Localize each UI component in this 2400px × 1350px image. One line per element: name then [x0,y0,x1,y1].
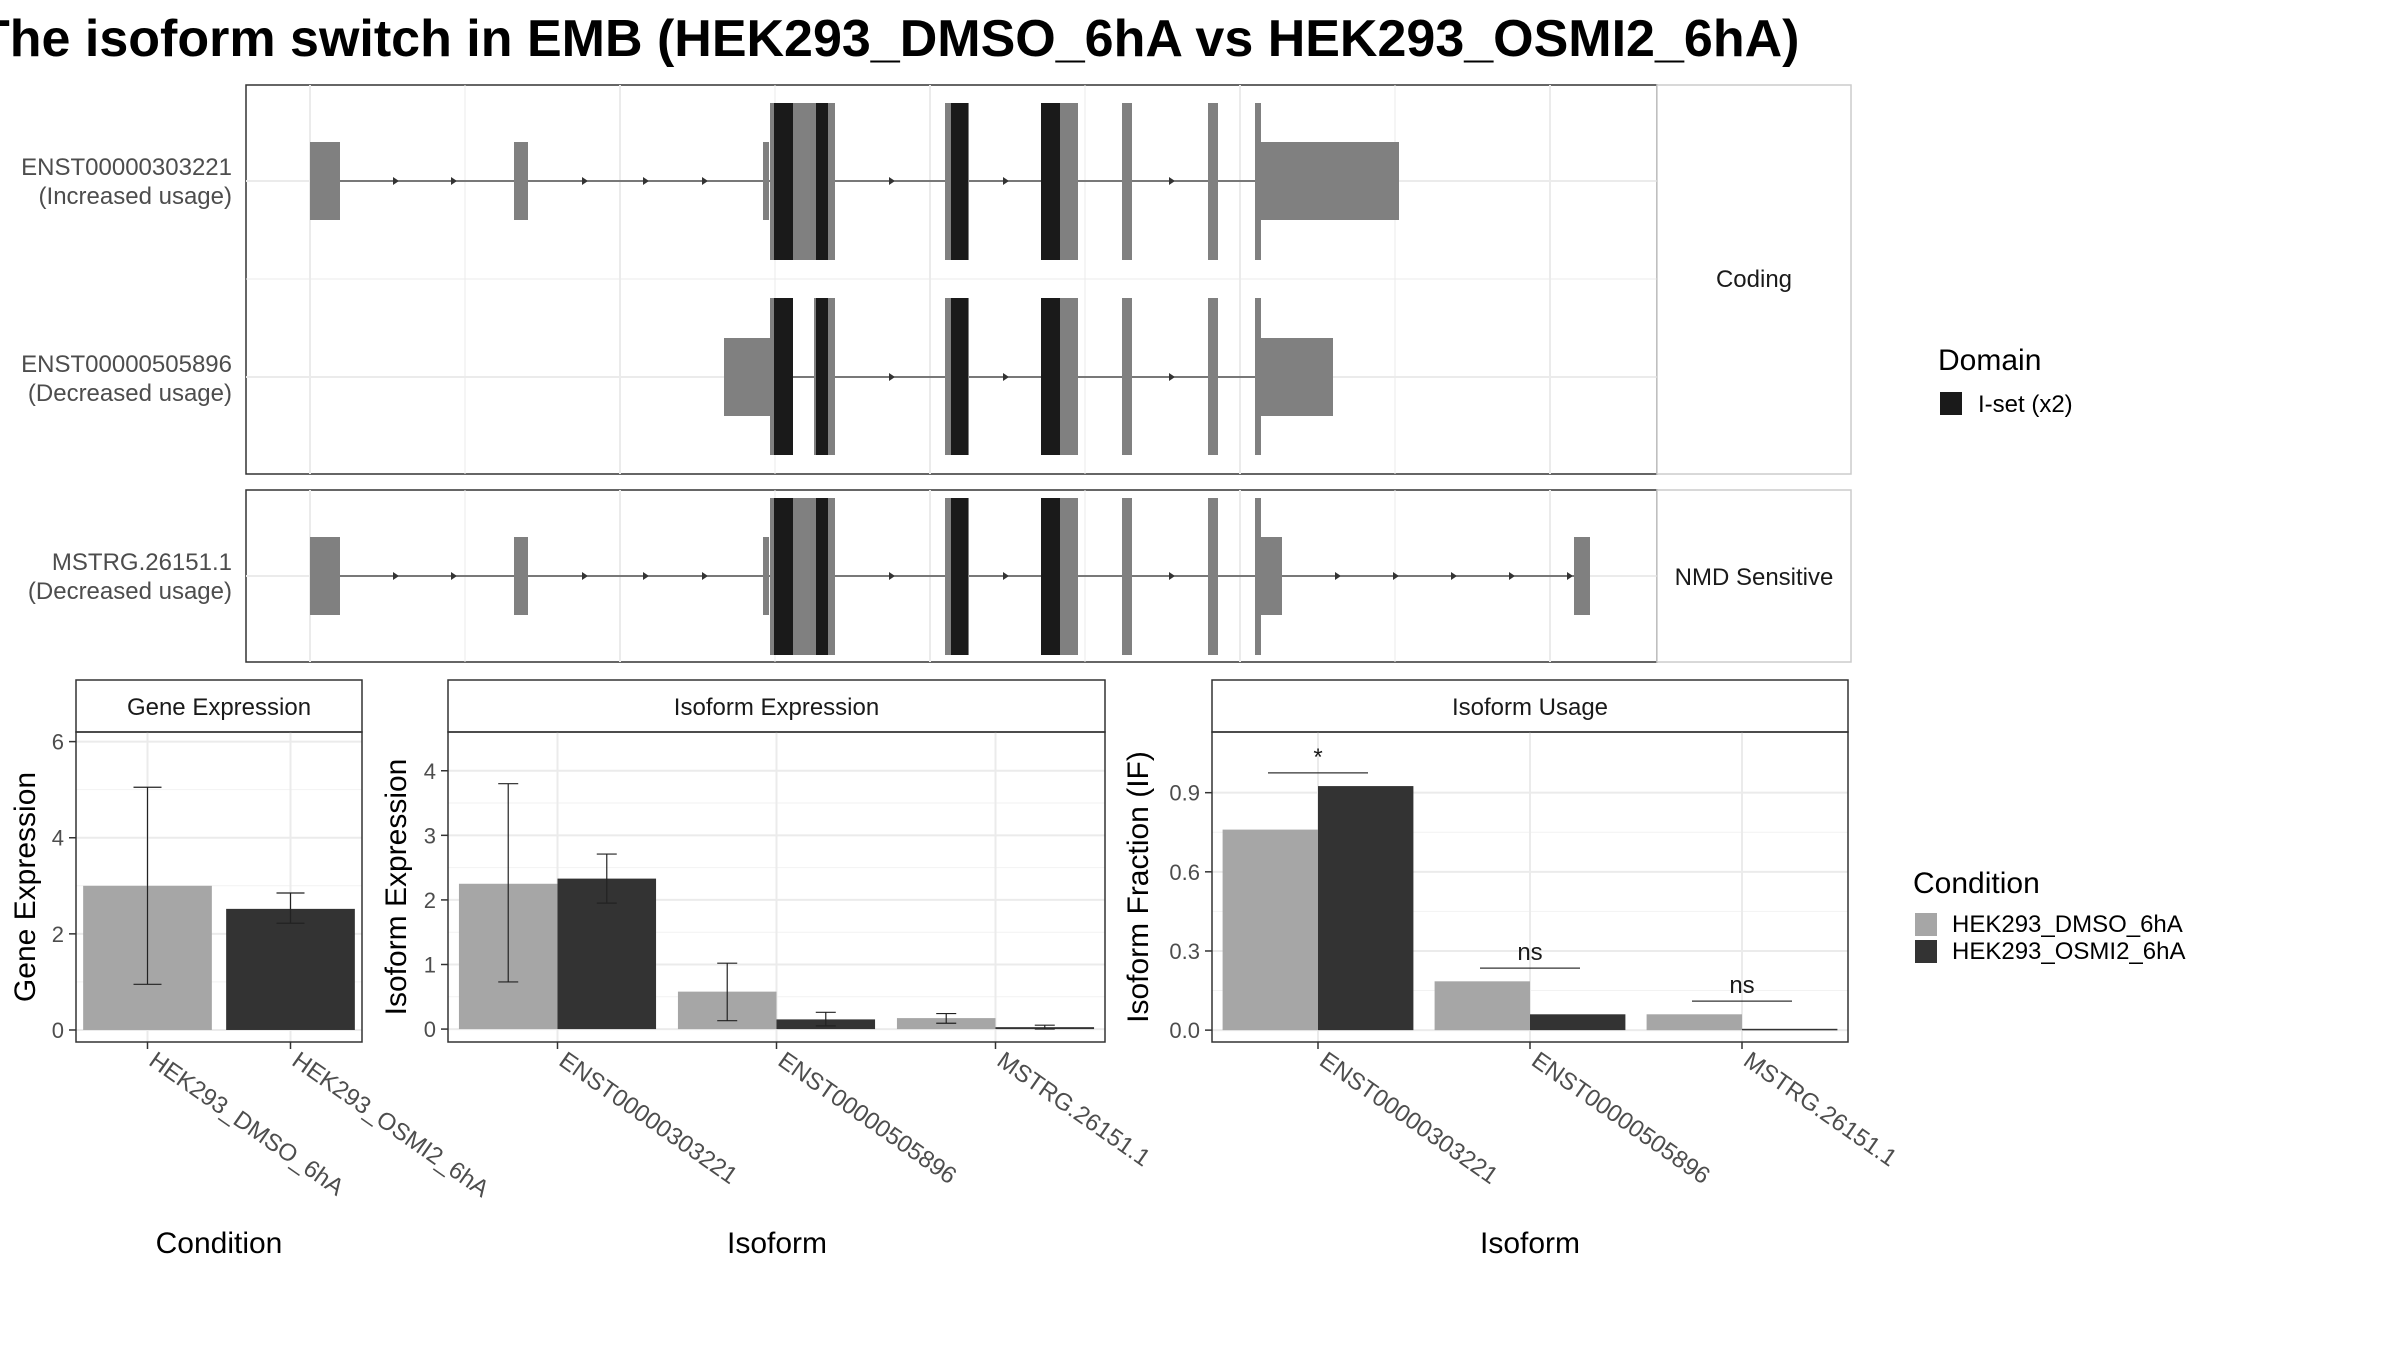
facet-strip-coding [1656,84,1852,475]
facet-strip [1211,679,1849,733]
intron-arrows [393,177,1175,185]
isoform-track-ENST00000505896 [724,298,1333,455]
y-tick-label: 2 [424,888,436,913]
x-axis-title: Isoform [1480,1227,1580,1260]
y-tick-label: 0 [52,1018,64,1043]
isoform-expression-chart: Isoform Expression 0 1 2 3 4 ENST00000303221 EN… [380,679,1155,1260]
structure-coding-panel: Coding ENST00000303221 (Increased usage)… [21,84,1852,475]
bar [1222,829,1318,1031]
facet-strip [75,679,363,733]
y-tick-label: 0.9 [1169,781,1200,806]
chart-title: Isoform Usage [1452,694,1608,721]
isoform-usage-label: (Increased usage) [39,183,232,210]
isoform-track-ENST00000303221 [310,103,1399,260]
facet-strip-nmd [1656,489,1852,663]
y-tick-label: 1 [424,953,436,978]
panel-border [75,731,363,1043]
condition-legend: Condition HEK293_DMSO_6hA HEK293_OSMI2_6… [1913,867,2185,965]
y-tick-label: 4 [424,759,436,784]
isoform-track-MSTRG.26151.1 [310,498,1590,655]
bar [1646,1014,1742,1031]
y-tick-label: 0.3 [1169,939,1200,964]
bar [1318,786,1414,1031]
bar [1530,1014,1626,1031]
y-tick-label: 3 [424,823,436,848]
intron-arrows [889,373,1175,381]
y-tick-label: 2 [52,922,64,947]
isoform-id-label: ENST00000303221 [21,154,232,181]
x-tick-label: ENST00000303221 [1315,1047,1503,1190]
domain-I-set [774,298,1060,455]
significance-label: ns [1517,939,1542,966]
condition-legend-title: Condition [1913,867,2040,900]
domain-I-set [774,498,1060,655]
condition-legend-label: HEK293_OSMI2_6hA [1952,938,2185,965]
chart-title: Gene Expression [127,694,311,721]
x-tick-label: ENST00000303221 [554,1047,742,1190]
domain-legend-label: I-set (x2) [1978,391,2073,418]
x-tick-label: ENST00000505896 [773,1047,961,1190]
intron-arrows [393,572,1573,580]
significance-label: ns [1729,972,1754,999]
y-tick-label: 6 [52,730,64,755]
condition-legend-label: HEK293_DMSO_6hA [1952,911,2183,938]
isoform-usage-label: (Decreased usage) [28,578,232,605]
x-tick-label: MSTRG.26151.1 [992,1047,1155,1172]
y-tick-label: 0.0 [1169,1018,1200,1043]
facet-strip [447,679,1106,733]
facet-strip-label: NMD Sensitive [1675,564,1834,591]
y-axis-title: Isoform Expression [380,759,413,1016]
bar [226,908,355,1030]
isoform-id-label: MSTRG.26151.1 [52,549,232,576]
isoform-usage-label: (Decreased usage) [28,380,232,407]
structure-nmd-panel: NMD Sensitive MSTRG.26151.1 (Decreased u… [28,489,1852,663]
x-tick-label: ENST00000505896 [1527,1047,1715,1190]
isoform-id-label: ENST00000505896 [21,351,232,378]
condition-legend-key-dmso [1915,913,1937,936]
x-axis-title: Isoform [727,1227,827,1260]
facet-strip-label: Coding [1716,266,1792,293]
bar [1742,1028,1838,1031]
y-axis-title: Gene Expression [9,772,42,1002]
isoform-usage-chart: Isoform Usage * ns ns 0.0 0.3 0.6 0.9 ENST000003… [1122,679,1902,1260]
domain-legend: Domain I-set (x2) [1938,344,2073,418]
significance-label: * [1313,744,1322,771]
domain-legend-key [1940,392,1962,415]
y-tick-label: 0 [424,1017,436,1042]
figure-title: The isoform switch in EMB (HEK293_DMSO_6… [0,10,1799,68]
condition-legend-key-osmi2 [1915,940,1937,963]
domain-I-set [774,103,1060,260]
gene-expression-chart: Gene Expression0246HEK293_DMSO_6hAHEK293… [9,679,494,1260]
x-axis-title: Condition [156,1227,283,1260]
bar [1434,981,1530,1031]
domain-legend-title: Domain [1938,344,2041,377]
y-tick-label: 4 [52,826,64,851]
chart-title: Isoform Expression [674,694,879,721]
y-tick-label: 0.6 [1169,860,1200,885]
x-tick-label: MSTRG.26151.1 [1739,1047,1902,1172]
y-axis-title: Isoform Fraction (IF) [1122,751,1155,1023]
